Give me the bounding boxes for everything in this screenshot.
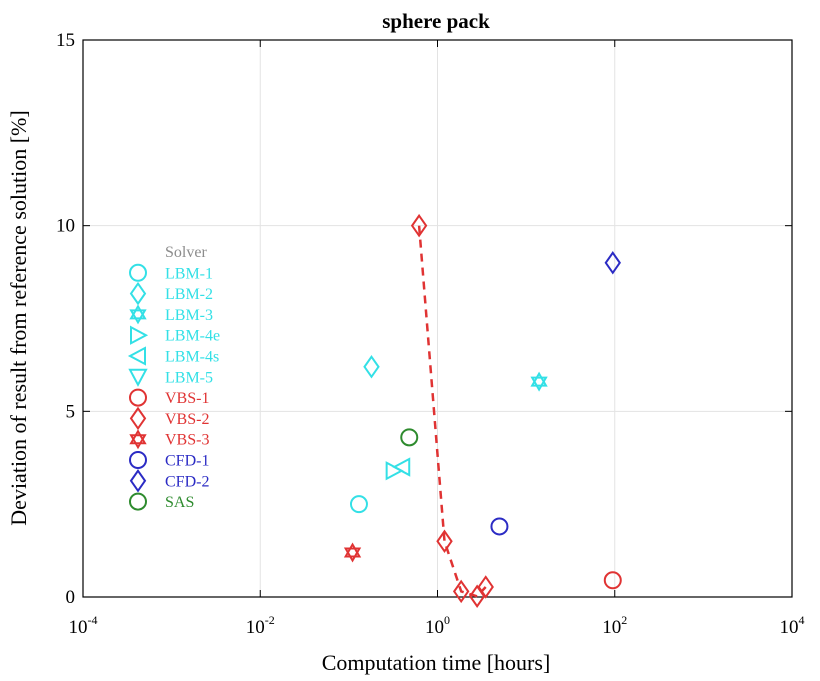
legend-marker [129,469,147,493]
legend-label: VBS-3 [165,432,209,449]
data-point-cfd-1 [490,517,509,536]
data-point-vbs-1 [603,571,622,590]
data-point-vbs-2 [436,529,453,554]
legend-item: LBM-4e [130,325,220,345]
data-point-lbm-4s [392,457,411,477]
legend-marker [129,388,147,407]
axis-ticks [82,39,793,598]
y-axis-label: Deviation of result from reference solut… [6,110,31,525]
series-line-vbs-2 [417,225,487,598]
legend-label: SAS [165,494,194,511]
legend-item: LBM-3 [129,304,213,325]
legend-label: LBM-4e [165,328,220,345]
legend-marker [127,346,146,366]
y-tick-label: 0 [66,587,76,608]
y-tick-labels: 0 5 10 15 [56,30,75,608]
legend-label: VBS-1 [165,390,209,407]
x-axis-label: Computation time [hours] [322,650,551,675]
series-lines [417,225,487,598]
legend-marker [129,281,147,306]
legend-label: LBM-3 [165,307,213,324]
x-tick-label: 100 [425,613,450,638]
legend-item: VBS-3 [129,429,209,450]
legend-title: Solver [165,244,207,261]
legend-marker [129,451,147,469]
data-points [343,213,622,609]
legend-marker [129,406,147,431]
legend-marker [129,492,147,511]
legend-label: LBM-1 [165,265,213,282]
y-tick-label: 15 [56,30,75,51]
legend-marker [128,368,148,387]
legend-item: VBS-2 [129,406,209,431]
legend-label: CFD-1 [165,453,209,470]
legend-marker [129,304,147,325]
data-point-vbs-2 [477,575,494,599]
y-tick-label: 5 [66,401,76,422]
x-tick-label: 10-4 [69,613,98,638]
legend-marker [129,263,147,282]
legend: Solver LBM-1 LBM-2 LBM-3 LBM-4e LBM-4s LBM-5 VB… [127,244,220,511]
legend-label: CFD-2 [165,473,209,490]
legend-label: VBS-2 [165,411,209,428]
chart-title: sphere pack [382,9,490,33]
legend-item: LBM-2 [129,281,213,306]
legend-item: LBM-4s [127,346,219,366]
legend-item: SAS [129,492,194,511]
x-tick-label: 102 [602,613,627,638]
legend-marker [129,429,147,450]
legend-label: LBM-4s [165,349,219,366]
x-tick-label: 10-2 [246,613,275,638]
legend-marker [130,325,149,345]
legend-item: VBS-1 [129,388,209,407]
legend-item: CFD-2 [129,469,209,493]
legend-item: LBM-5 [128,368,213,387]
data-point-lbm-1 [349,495,368,514]
data-point-lbm-3 [530,371,548,392]
data-point-vbs-2 [410,213,428,238]
legend-item: CFD-1 [129,451,209,470]
x-tick-label: 104 [780,613,805,638]
legend-label: LBM-2 [165,286,213,303]
grid [83,40,792,597]
legend-item: LBM-1 [129,263,213,282]
legend-label: LBM-5 [165,369,213,386]
data-point-vbs-2 [452,579,470,604]
data-point-lbm-2 [363,355,380,379]
data-point-vbs-3 [343,542,362,563]
y-tick-label: 10 [56,216,75,237]
data-point-sas [400,428,419,447]
x-tick-labels: 10-4 10-2 100 102 104 [69,613,805,638]
data-point-cfd-2 [604,251,621,275]
